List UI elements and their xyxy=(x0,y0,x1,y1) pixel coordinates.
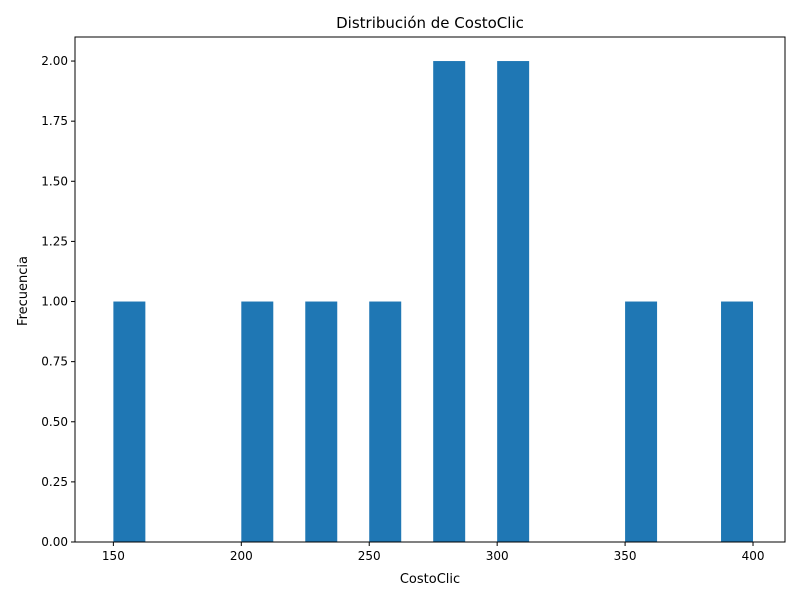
x-tick-label: 350 xyxy=(614,549,637,563)
x-tick-label: 150 xyxy=(102,549,125,563)
y-tick-label: 0.25 xyxy=(41,475,68,489)
y-ticks: 0.00 0.25 0.50 0.75 1.00 1.25 1.50 1.75 2.00 xyxy=(41,54,75,549)
y-tick-label: 0.50 xyxy=(41,415,68,429)
axes-layer xyxy=(74,36,786,543)
y-tick-label: 1.50 xyxy=(41,174,68,188)
histogram-bar-0 xyxy=(113,301,146,542)
histogram-bar-1 xyxy=(241,301,274,542)
x-tick-label: 200 xyxy=(230,549,253,563)
x-axis-label: CostoClic xyxy=(400,572,460,587)
histogram-bar-4 xyxy=(433,61,466,543)
y-tick-label: 2.00 xyxy=(41,54,68,68)
chart-title: Distribución de CostoClic xyxy=(336,14,524,32)
histogram-bar-5 xyxy=(497,61,530,543)
x-tick-label: 250 xyxy=(358,549,381,563)
y-tick-label: 1.25 xyxy=(41,234,68,248)
x-ticks: 150 200 250 300 350 400 xyxy=(102,542,765,563)
histogram-bar-3 xyxy=(369,301,402,542)
y-tick-label: 0.00 xyxy=(41,535,68,549)
bars-layer xyxy=(113,61,754,543)
y-axis-label: Frecuencia xyxy=(16,256,31,326)
plot-frame xyxy=(74,36,786,543)
histogram-bar-7 xyxy=(721,301,754,542)
x-tick-label: 400 xyxy=(742,549,765,563)
x-tick-label: 300 xyxy=(486,549,509,563)
histogram-bar-6 xyxy=(625,301,658,542)
y-tick-label: 1.00 xyxy=(41,295,68,309)
histogram-bar-2 xyxy=(305,301,338,542)
y-tick-label: 0.75 xyxy=(41,355,68,369)
y-tick-label: 1.75 xyxy=(41,114,68,128)
